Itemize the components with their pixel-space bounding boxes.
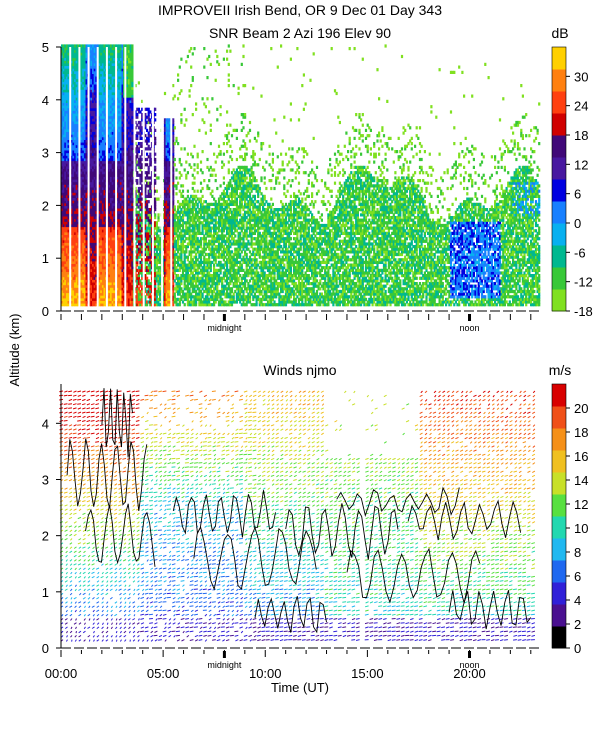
snr-title: SNR Beam 2 Azi 196 Elev 90 (209, 25, 391, 41)
figure: IMPROVEII Irish Bend, OR 9 Dec 01 Day 34… (0, 0, 600, 750)
snr-cell (131, 44, 133, 47)
snr-cell (148, 200, 150, 203)
y-axis-label: Altitude (km) (7, 314, 22, 387)
snr-cell (136, 179, 138, 182)
snr-cell (138, 81, 140, 84)
figure-title: IMPROVEII Irish Bend, OR 9 Dec 01 Day 34… (158, 2, 442, 18)
snr-heatmap (61, 44, 540, 311)
snr-cell (149, 153, 151, 156)
